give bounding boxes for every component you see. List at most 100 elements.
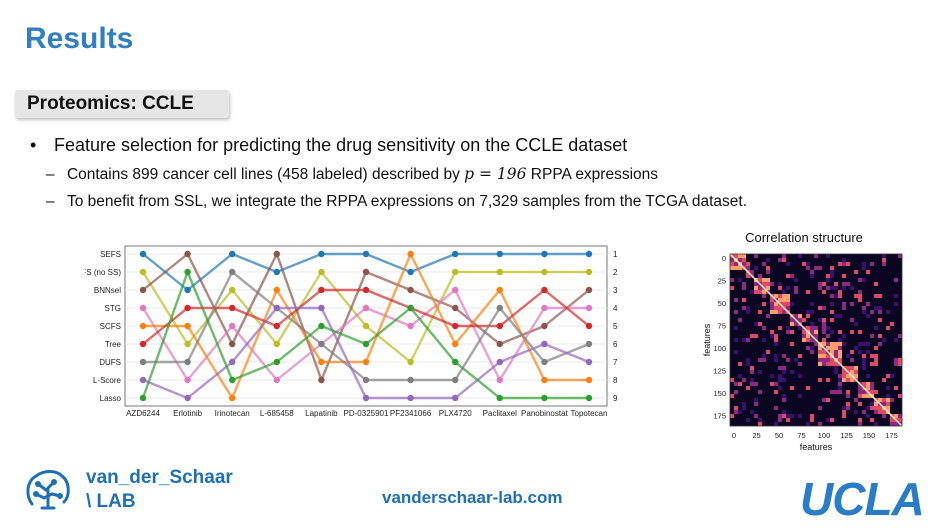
- sub-bullet-2-text: To benefit from SSL, we integrate the RP…: [66, 193, 747, 210]
- heatmap-cell: [858, 350, 862, 354]
- heatmap-cell: [866, 374, 870, 378]
- heatmap-x-label: features: [800, 442, 833, 452]
- heatmap-cell: [810, 330, 814, 334]
- heatmap-cell: [734, 390, 738, 394]
- heatmap-cell: [838, 314, 842, 318]
- heatmap-cell: [762, 338, 766, 342]
- heatmap-cell: [754, 382, 758, 386]
- y-tick-label-right: 6: [613, 340, 618, 349]
- data-point: [139, 268, 147, 276]
- heatmap-cell: [730, 394, 734, 398]
- heatmap-cell: [754, 266, 758, 270]
- heatmap-cell: [822, 322, 826, 326]
- heatmap-cell: [738, 278, 742, 282]
- heatmap-cell: [762, 278, 766, 282]
- heatmap-cell: [814, 326, 818, 330]
- data-point: [362, 394, 370, 402]
- lab-website-link[interactable]: vanderschaar-lab.com: [382, 488, 563, 507]
- heatmap-cell: [786, 418, 790, 422]
- data-point: [273, 340, 280, 348]
- dash: –: [46, 193, 55, 210]
- heatmap-cell: [870, 262, 874, 266]
- heatmap-cell: [890, 422, 894, 426]
- heatmap-cell: [882, 338, 886, 342]
- heatmap-cell: [782, 302, 786, 306]
- heatmap-cell: [806, 290, 810, 294]
- heatmap-cell: [782, 294, 786, 298]
- data-point: [229, 340, 236, 348]
- heatmap-cell: [742, 262, 746, 266]
- heatmap-cell: [870, 402, 874, 406]
- y-tick-label-left: Lasso: [100, 394, 122, 403]
- heatmap-cell: [810, 322, 814, 326]
- heatmap-cell: [778, 366, 782, 370]
- data-point: [452, 376, 459, 384]
- heatmap-cell: [782, 366, 786, 370]
- data-point: [541, 340, 548, 348]
- x-tick-label: PF2341066: [390, 409, 432, 418]
- heatmap-cell: [762, 358, 766, 362]
- heatmap-cell: [758, 274, 762, 278]
- heatmap-cell: [838, 382, 842, 386]
- lab-logo-line1: van_der_Schaar: [86, 467, 233, 488]
- heatmap-cell: [846, 282, 850, 286]
- heatmap-cell: [862, 410, 866, 414]
- data-point: [273, 376, 280, 384]
- heatmap-cell: [858, 402, 862, 406]
- data-point: [273, 250, 280, 258]
- heatmap-cell: [754, 322, 758, 326]
- x-tick-label: Panobinostat: [521, 409, 568, 418]
- heatmap-cell: [882, 402, 886, 406]
- y-tick-label-right: 4: [613, 304, 618, 313]
- heatmap-cell: [806, 266, 810, 270]
- heatmap-cell: [862, 358, 866, 362]
- heatmap-cell: [742, 254, 746, 258]
- heatmap-title: Correlation structure: [745, 230, 863, 245]
- heatmap-cell: [802, 338, 806, 342]
- heatmap-cell: [826, 286, 830, 290]
- heatmap-cell: [790, 322, 794, 326]
- heatmap-cell: [838, 350, 842, 354]
- math-p: p = 196: [464, 165, 527, 183]
- heatmap-y-tick: 125: [713, 367, 726, 376]
- y-tick-label-left: SEFS: [100, 250, 121, 259]
- heatmap-cell: [830, 286, 834, 290]
- data-point: [229, 250, 236, 258]
- heatmap-cell: [790, 386, 794, 390]
- heatmap-cell: [878, 406, 882, 410]
- y-tick-label-left: SEFS (no SS): [85, 268, 121, 277]
- section-label: Proteomics: CCLE: [27, 93, 194, 114]
- heatmap-cell: [758, 290, 762, 294]
- heatmap-cell: [826, 354, 830, 358]
- data-point: [229, 322, 236, 330]
- heatmap-cell: [810, 302, 814, 306]
- heatmap-cell: [870, 418, 874, 422]
- data-point: [585, 322, 593, 330]
- heatmap-cell: [842, 334, 846, 338]
- heatmap-cell: [874, 402, 878, 406]
- heatmap-cell: [874, 358, 878, 362]
- heatmap-cell: [794, 322, 798, 326]
- heatmap-cell: [786, 330, 790, 334]
- heatmap-cell: [826, 398, 830, 402]
- heatmap-cell: [774, 354, 778, 358]
- data-point: [585, 286, 593, 294]
- heatmap-cell: [782, 298, 786, 302]
- heatmap-cell: [854, 322, 858, 326]
- heatmap-cell: [894, 278, 898, 282]
- heatmap-cell: [858, 278, 862, 282]
- heatmap-cell: [842, 282, 846, 286]
- data-point: [541, 322, 548, 330]
- heatmap-cell: [830, 346, 834, 350]
- heatmap-cell: [758, 358, 762, 362]
- heatmap-cell: [842, 302, 846, 306]
- heatmap-cell: [750, 378, 754, 382]
- heatmap-cell: [822, 358, 826, 362]
- section-label-box: Proteomics: CCLE: [15, 90, 229, 118]
- heatmap-cell: [890, 418, 894, 422]
- data-point: [452, 304, 459, 312]
- heatmap-cell: [730, 286, 734, 290]
- heatmap-cell: [858, 386, 862, 390]
- heatmap-cell: [834, 370, 838, 374]
- heatmap-cell: [838, 386, 842, 390]
